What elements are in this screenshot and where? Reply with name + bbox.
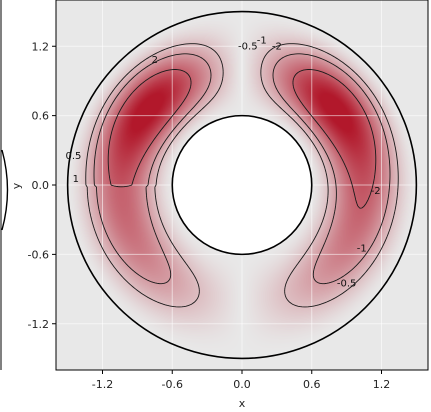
contour-label-8: -0.5	[337, 278, 357, 289]
contour-label-5: -2	[272, 41, 282, 52]
x-tick-label-0: -1.2	[92, 378, 113, 391]
contour-label-1: 0.5	[65, 151, 81, 162]
contour-label-3: -0.5	[238, 41, 258, 52]
x-axis-ticks: -1.2 -0.6 0.0 0.6 1.2	[92, 370, 390, 391]
contour-level-4	[93, 53, 391, 285]
contour-lines	[85, 43, 399, 308]
plot-area: 20.51-0.5-1-2-2-1-0.5	[56, 0, 428, 370]
y-axis-label: y	[10, 182, 23, 189]
outer-boundary-circle	[66, 10, 418, 360]
y-tick-label-1: 0.6	[32, 110, 50, 123]
contour-labels: 20.51-0.5-1-2-2-1-0.5	[65, 35, 380, 289]
contour-level-5	[107, 69, 377, 209]
annulus-boundaries	[66, 10, 418, 360]
contour-level-3	[85, 43, 399, 308]
x-tick-label-2: 0.0	[233, 378, 251, 391]
y-tick-label-4: -1.2	[28, 318, 49, 331]
x-tick-label-4: 1.2	[373, 378, 391, 391]
inner-boundary-circle	[171, 114, 313, 256]
contour-label-7: -1	[357, 244, 367, 255]
x-tick-label-3: 0.6	[303, 378, 321, 391]
y-tick-label-0: 1.2	[32, 40, 50, 53]
contour-label-6: -2	[371, 186, 381, 197]
adjacent-panel-edge	[1, 149, 9, 231]
contour-label-4: -1	[257, 35, 267, 46]
y-axis-ticks: 1.2 0.6 0.0 -0.6 -1.2	[28, 40, 56, 331]
x-tick-label-1: -0.6	[162, 378, 183, 391]
y-tick-label-2: 0.0	[32, 179, 50, 192]
contour-label-2: 1	[73, 174, 79, 185]
contour-label-0: 2	[152, 55, 158, 66]
y-tick-label-3: -0.6	[28, 248, 49, 261]
x-axis-label: x	[239, 397, 246, 410]
